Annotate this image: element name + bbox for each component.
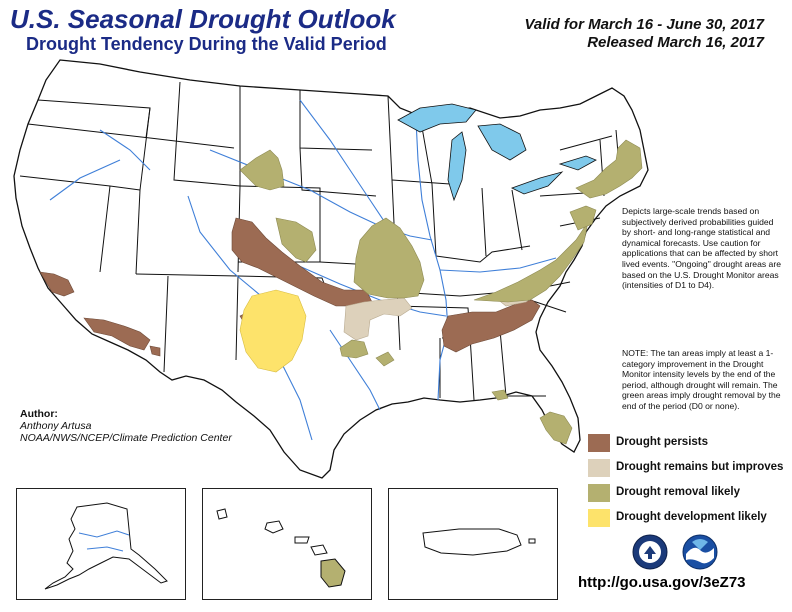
legend-label-removal: Drought removal likely	[616, 486, 740, 498]
alaska-inset	[16, 488, 186, 600]
hawaii-inset	[202, 488, 372, 600]
puerto-rico-map	[422, 528, 536, 556]
page-subtitle: Drought Tendency During the Valid Period	[26, 34, 387, 54]
tan-areas-note: NOTE: The tan areas imply at least a 1-c…	[622, 348, 781, 411]
legend-swatch-development	[588, 509, 610, 527]
drought-removal-areas	[239, 139, 643, 445]
legend-label-persists: Drought persists	[616, 436, 709, 448]
drought-development-area	[239, 289, 307, 373]
description-note: Depicts large-scale trends based on subj…	[622, 206, 781, 291]
doc-seal-icon	[632, 534, 668, 570]
page-title: U.S. Seasonal Drought Outlook	[10, 4, 396, 34]
valid-period: Valid for March 16 - June 30, 2017	[524, 16, 764, 33]
puerto-rico-inset	[388, 488, 558, 600]
author-block: Author: Anthony Artusa NOAA/NWS/NCEP/Cli…	[20, 408, 232, 444]
author-label: Author:	[20, 408, 58, 420]
author-org: NOAA/NWS/NCEP/Climate Prediction Center	[20, 432, 232, 444]
hawaii-map	[216, 508, 346, 588]
noaa-logo-icon	[682, 534, 718, 570]
legend-swatch-improves	[588, 459, 610, 477]
legend-swatch-removal	[588, 484, 610, 502]
legend-label-development: Drought development likely	[616, 511, 767, 523]
legend-swatch-persists	[588, 434, 610, 452]
release-date: Released March 16, 2017	[587, 34, 764, 51]
legend-label-improves: Drought remains but improves	[616, 461, 784, 473]
source-url[interactable]: http://go.usa.gov/3eZ73	[578, 574, 746, 591]
author-name: Anthony Artusa	[20, 420, 92, 432]
great-lakes	[397, 103, 597, 202]
alaska-map	[44, 502, 168, 590]
